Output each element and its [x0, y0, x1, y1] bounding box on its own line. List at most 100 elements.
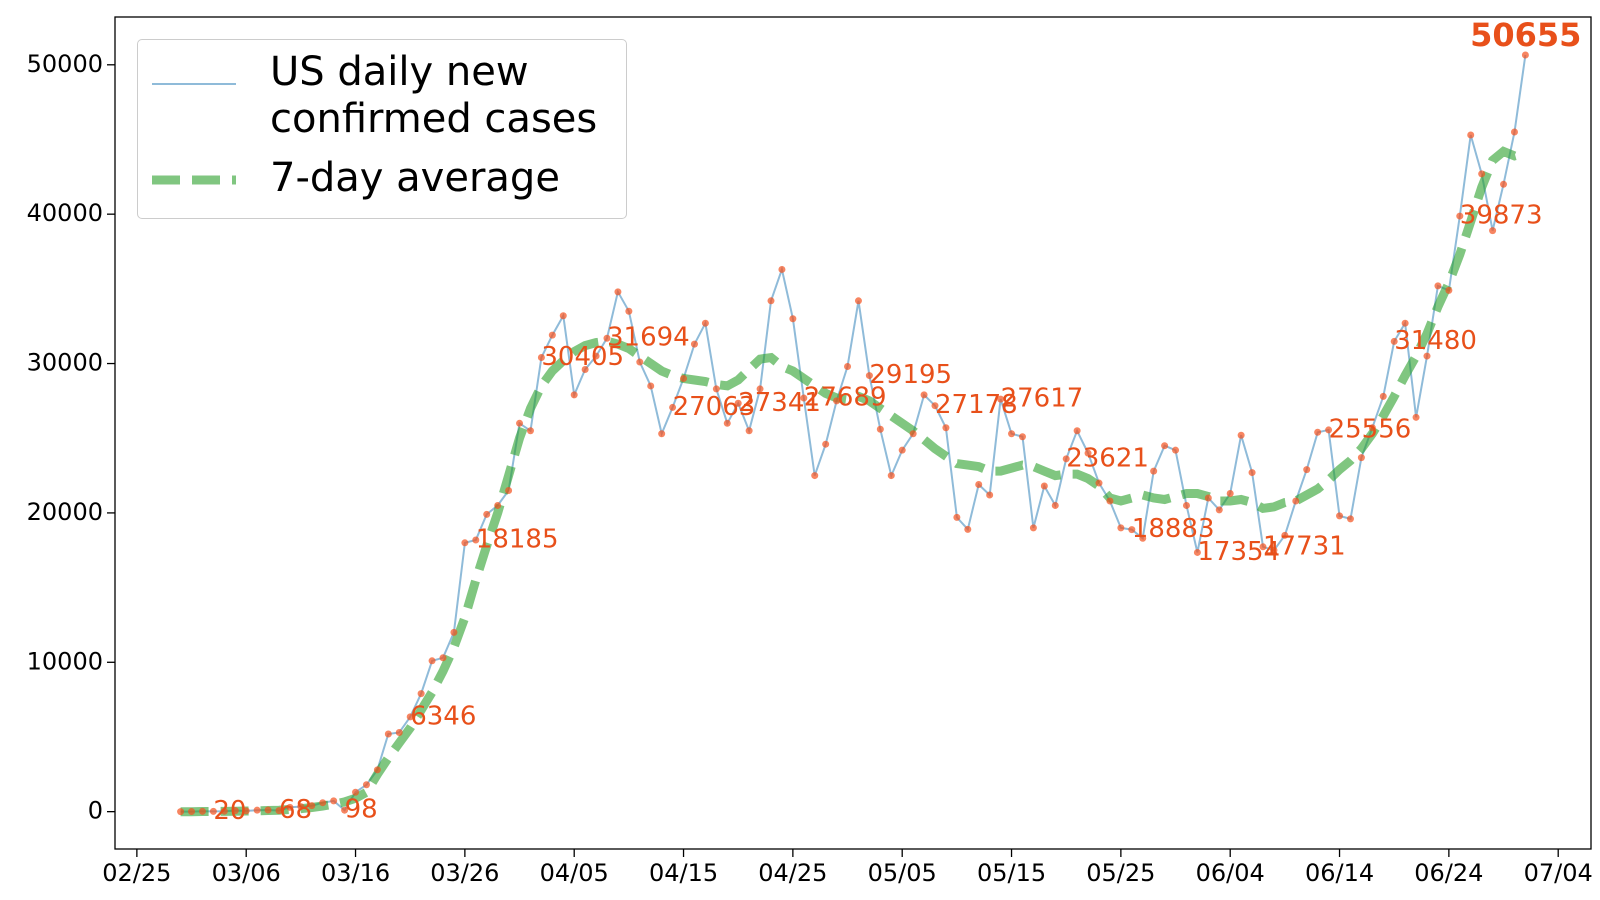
data-point [690, 340, 698, 348]
data-point [647, 382, 655, 390]
x-tick-label: 06/04 [1196, 859, 1265, 887]
x-tick-label: 04/25 [758, 859, 827, 887]
data-point [942, 424, 950, 432]
data-point [1084, 449, 1092, 457]
data-point [898, 446, 906, 454]
x-tick-label: 05/15 [977, 859, 1046, 887]
data-point [1270, 546, 1278, 554]
data-point [1336, 512, 1344, 520]
data-point [844, 363, 852, 371]
data-point [975, 481, 983, 489]
data-label: 27178 [935, 390, 1018, 420]
x-tick-label: 04/15 [649, 859, 718, 887]
y-tick-label: 40000 [27, 199, 103, 227]
data-point [581, 366, 589, 374]
data-point [330, 797, 338, 805]
data-label: 18185 [476, 525, 559, 555]
data-point [384, 730, 392, 738]
data-point [1521, 51, 1529, 59]
data-point [373, 766, 381, 774]
x-tick-label: 05/25 [1086, 859, 1155, 887]
data-point [1303, 466, 1311, 474]
data-point [439, 654, 447, 662]
legend: US daily new confirmed cases 7-day avera… [137, 39, 627, 219]
y-tick-label: 20000 [27, 498, 103, 526]
data-point [756, 385, 764, 393]
data-point [658, 430, 666, 438]
data-point [592, 352, 600, 360]
data-label: 27341 [738, 388, 821, 418]
data-point [1215, 506, 1223, 514]
data-point [1478, 170, 1486, 178]
data-point [680, 374, 688, 382]
data-point [1204, 494, 1212, 502]
data-point [1172, 446, 1180, 454]
y-tick-label: 30000 [27, 349, 103, 377]
data-point [1237, 431, 1245, 439]
data-point [1314, 428, 1322, 436]
data-point [494, 501, 502, 509]
data-label: 27617 [1001, 384, 1084, 414]
data-label: 23621 [1066, 443, 1149, 473]
x-tick-label: 07/04 [1524, 859, 1593, 887]
data-label: 27063 [673, 392, 756, 422]
data-point [516, 419, 524, 427]
data-label: 17731 [1263, 531, 1346, 561]
data-point [319, 799, 327, 807]
data-point [887, 472, 895, 480]
average-line [180, 146, 1527, 817]
data-point [778, 265, 786, 273]
data-point [603, 334, 611, 342]
data-point [931, 402, 939, 410]
data-point [537, 353, 545, 361]
data-point [1292, 497, 1300, 505]
data-point [242, 807, 250, 815]
data-point [1062, 455, 1070, 463]
data-point [734, 399, 742, 407]
y-tick-label: 0 [88, 797, 103, 825]
data-point [1401, 319, 1409, 327]
data-point [395, 728, 403, 736]
data-point [526, 427, 534, 435]
data-label: 27689 [804, 383, 887, 413]
data-point [614, 288, 622, 296]
data-point [1248, 469, 1256, 477]
x-tick-label: 03/16 [321, 859, 390, 887]
data-point [417, 690, 425, 698]
data-point [1357, 454, 1365, 462]
data-point [1390, 337, 1398, 345]
data-point [865, 372, 873, 380]
data-point [1259, 543, 1267, 551]
data-point [177, 808, 185, 816]
data-label: 17354 [1197, 537, 1280, 567]
data-point [1040, 482, 1048, 490]
data-point [362, 781, 370, 789]
data-point [253, 806, 261, 814]
data-point [570, 391, 578, 399]
data-label: 98 [345, 795, 378, 825]
data-point [669, 403, 677, 411]
data-point [1325, 426, 1333, 434]
data-point [1139, 534, 1147, 542]
data-point [1073, 427, 1081, 435]
data-point [1368, 424, 1376, 432]
data-point [986, 491, 994, 499]
legend-label: US daily new confirmed cases [270, 49, 598, 142]
data-label: 18883 [1132, 514, 1215, 544]
data-point [286, 803, 294, 811]
data-point [789, 315, 797, 323]
data-point [876, 425, 884, 433]
data-point [1434, 282, 1442, 290]
x-tick-label: 04/05 [540, 859, 609, 887]
data-point [1029, 524, 1037, 532]
data-point [1489, 227, 1497, 235]
data-point [767, 297, 775, 305]
data-point [472, 536, 480, 544]
x-tick-label: 05/05 [868, 859, 937, 887]
data-point [483, 510, 491, 518]
data-point [997, 395, 1005, 403]
data-point [450, 628, 458, 636]
y-tick-label: 10000 [27, 647, 103, 675]
data-point [964, 525, 972, 533]
data-point [1161, 442, 1169, 450]
